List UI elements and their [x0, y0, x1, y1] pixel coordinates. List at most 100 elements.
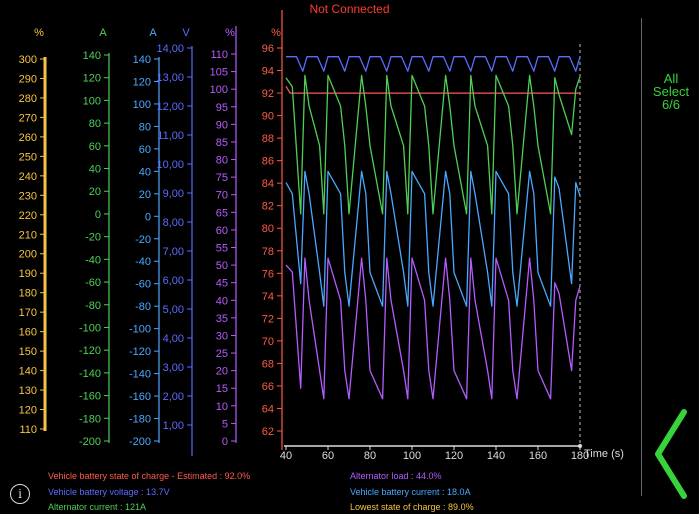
axis-tick-label-2: 80: [139, 121, 151, 133]
axis-tick-label-4: 90: [216, 119, 228, 131]
axis-tick-label-1: -160: [79, 391, 101, 403]
select-line-2: Select: [652, 84, 690, 99]
axis-tick-label-0: 280: [19, 93, 37, 105]
x-tick-label: 140: [487, 450, 505, 462]
axis-tick-label-1: 80: [89, 118, 101, 130]
axis-tick-label-3: 6,00: [163, 275, 184, 287]
axis-tick-label-5: 84: [262, 178, 274, 190]
series-line-2: [285, 74, 581, 215]
cursor-dot: [578, 444, 582, 448]
axis-tick-label-5: 62: [262, 426, 274, 438]
x-tick-label: 180: [571, 450, 589, 462]
axis-tick-label-0: 140: [19, 366, 37, 378]
axis-tick-label-3: 1,00: [163, 420, 184, 432]
axis-tick-label-4: 40: [216, 295, 228, 307]
axis-tick-label-5: 82: [262, 201, 274, 213]
axis-tick-label-5: 80: [262, 223, 274, 235]
axis-tick-label-3: 4,00: [163, 333, 184, 345]
axis-tick-label-2: -200: [129, 436, 151, 448]
axis-tick-label-2: -160: [129, 391, 151, 403]
axis-tick-label-4: 10: [216, 401, 228, 413]
series-line-4: [285, 170, 581, 307]
axis-tick-label-1: -60: [85, 277, 101, 289]
axis-tick-label-5: 88: [262, 133, 274, 145]
select-line-3: 6/6: [661, 97, 681, 112]
axis-tick-label-5: 72: [262, 313, 274, 325]
axis-tick-label-3: 11,00: [157, 130, 184, 142]
axis-tick-label-3: 9,00: [163, 188, 184, 200]
x-tick-label: 120: [445, 450, 463, 462]
axis-tick-label-0: 230: [19, 190, 37, 202]
legend-voltage: Vehicle battery voltage : 13.7V: [48, 487, 170, 497]
axis-tick-label-4: 45: [216, 278, 228, 290]
axis-tick-label-5: 74: [262, 291, 274, 303]
x-tick-label: 40: [280, 450, 292, 462]
axis-tick-label-1: 0: [95, 209, 101, 221]
axis-tick-label-0: 270: [19, 112, 37, 124]
select-all-button[interactable]: All Select 6/6: [643, 72, 699, 111]
axis-tick-label-0: 130: [19, 385, 37, 397]
axis-tick-label-1: 60: [89, 141, 101, 153]
series-line-3: [285, 257, 581, 400]
axis-tick-label-0: 160: [19, 327, 37, 339]
axis-tick-label-1: -140: [79, 368, 101, 380]
axis-unit-4: %: [225, 27, 235, 39]
axis-tick-label-2: -120: [129, 346, 151, 358]
axis-unit-5: %: [271, 27, 281, 39]
axis-tick-label-1: -200: [79, 436, 101, 448]
axis-tick-label-4: 35: [216, 313, 228, 325]
chevron-left-icon[interactable]: [648, 408, 690, 500]
axis-tick-label-3: 12,00: [156, 101, 184, 113]
axis-tick-label-0: 150: [19, 346, 37, 358]
x-tick-label: 100: [403, 450, 421, 462]
legend-lowest-soc: Lowest state of charge : 89.0%: [350, 502, 474, 512]
axis-tick-label-3: 3,00: [163, 362, 184, 374]
axis-tick-label-0: 110: [19, 424, 37, 436]
axis-tick-label-4: 60: [216, 225, 228, 237]
axis-tick-label-4: 75: [216, 172, 228, 184]
x-tick-label: 80: [364, 450, 376, 462]
axis-tick-label-1: -180: [79, 413, 101, 425]
x-tick-label: 60: [322, 450, 334, 462]
axis-tick-label-5: 78: [262, 246, 274, 258]
axis-unit-1: A: [99, 27, 107, 39]
connection-status: Not Connected: [309, 2, 390, 16]
axis-tick-label-5: 92: [262, 88, 274, 100]
axis-tick-label-2: 100: [133, 99, 151, 111]
axis-tick-label-2: -180: [129, 414, 151, 426]
axis-tick-label-0: 200: [19, 249, 37, 261]
axis-tick-label-0: 170: [19, 307, 37, 319]
axis-tick-label-1: -120: [79, 345, 101, 357]
axis-tick-label-2: -140: [129, 369, 151, 381]
axis-tick-label-0: 290: [19, 73, 37, 85]
axis-tick-label-0: 300: [19, 54, 37, 66]
axis-tick-label-5: 76: [262, 268, 274, 280]
axis-tick-label-0: 190: [19, 268, 37, 280]
axis-tick-label-4: 15: [216, 383, 228, 395]
axis-tick-label-4: 30: [216, 330, 228, 342]
axis-tick-label-3: 2,00: [163, 391, 184, 403]
axis-tick-label-0: 180: [19, 288, 37, 300]
axis-tick-label-4: 100: [210, 84, 228, 96]
axis-tick-label-5: 90: [262, 111, 274, 123]
axis-tick-label-4: 20: [216, 366, 228, 378]
info-icon[interactable]: i: [10, 484, 30, 504]
axis-tick-label-2: -100: [129, 324, 151, 336]
axis-tick-label-4: 110: [210, 49, 228, 61]
axis-tick-label-5: 70: [262, 336, 274, 348]
axis-tick-label-4: 50: [216, 260, 228, 272]
axis-tick-label-3: 14,00: [156, 43, 184, 55]
right-divider: [641, 18, 642, 496]
axis-tick-label-0: 260: [19, 132, 37, 144]
axis-tick-label-0: 240: [19, 171, 37, 183]
axis-tick-label-1: 40: [89, 164, 101, 176]
axis-tick-label-3: 7,00: [163, 246, 184, 258]
axis-tick-label-5: 94: [262, 66, 274, 78]
axis-tick-label-3: 13,00: [156, 72, 184, 84]
axis-tick-label-4: 0: [222, 436, 228, 448]
axis-tick-label-1: 120: [83, 73, 101, 85]
axis-tick-label-4: 55: [216, 243, 228, 255]
axis-tick-label-2: 0: [145, 211, 151, 223]
series-line-0: [285, 85, 580, 94]
